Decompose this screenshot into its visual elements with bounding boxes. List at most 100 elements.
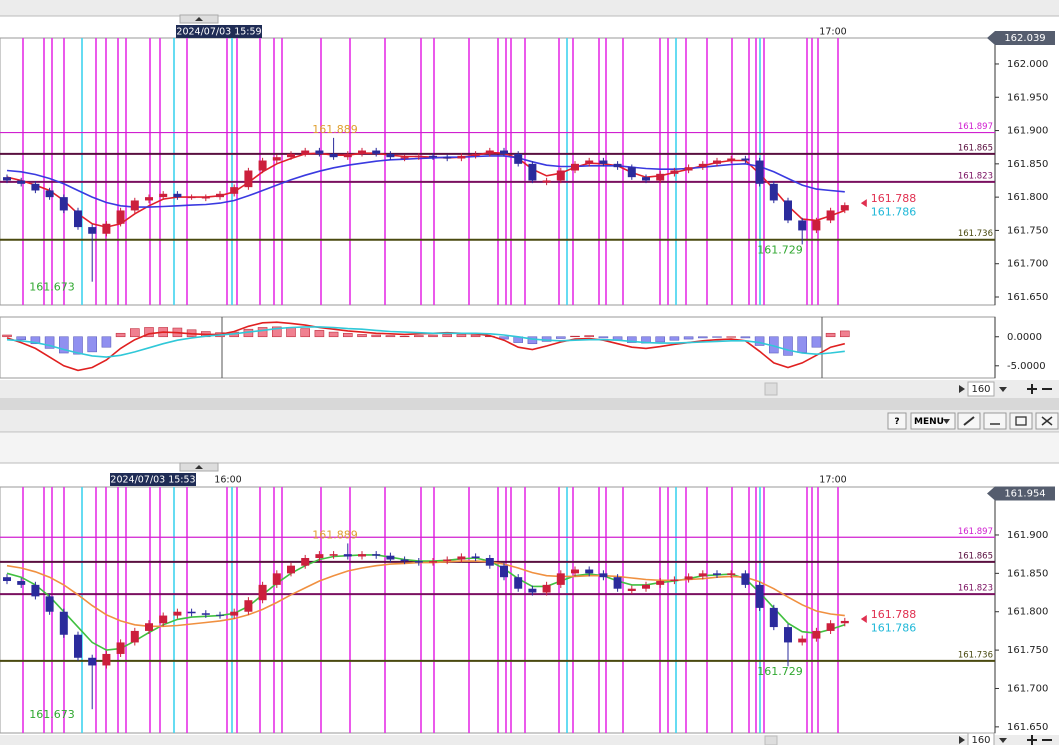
histogram-bar <box>58 336 69 354</box>
time-label: 16:00 <box>214 475 241 486</box>
candle-body <box>372 150 381 154</box>
pane-gap <box>0 398 1059 410</box>
minimize-button[interactable] <box>983 412 1007 430</box>
bottom-strip <box>0 433 1059 463</box>
candle-body <box>613 163 622 168</box>
zoom-in[interactable] <box>1027 384 1037 394</box>
price-level-label: 161.897 <box>958 122 993 132</box>
candle-body <box>31 183 40 191</box>
candle-body <box>45 190 54 198</box>
candle-body <box>769 607 778 628</box>
zoom-dropdown[interactable] <box>999 387 1007 392</box>
histogram-bar <box>811 336 822 348</box>
y-tick-label: 162.000 <box>1007 59 1048 70</box>
candle-body <box>244 600 253 612</box>
price-level-label: 161.823 <box>958 171 993 181</box>
price-badge-label: 161.954 <box>1004 489 1045 500</box>
scroll-thumb[interactable] <box>764 735 778 745</box>
histogram-bar <box>797 336 808 353</box>
candle-body <box>329 153 338 158</box>
candle-body <box>528 588 537 593</box>
y-tick-label: 161.900 <box>1007 530 1048 541</box>
candle-body <box>173 193 182 198</box>
cursor-time: 2024/07/03 15:53 <box>110 475 195 486</box>
y-tick-label: 0.0000 <box>1007 332 1042 343</box>
candle-body <box>471 556 480 558</box>
cursor-time-tag <box>176 25 262 38</box>
candle-body <box>201 197 210 199</box>
zoom-value: 160 <box>971 384 990 395</box>
candle-body <box>784 627 792 643</box>
bid-label: 161.788 <box>871 192 917 205</box>
histogram-bar <box>16 336 27 340</box>
zoom-in[interactable] <box>1027 735 1037 745</box>
candle-body <box>713 160 721 164</box>
candle-body <box>542 180 551 183</box>
zoom-dropdown[interactable] <box>999 738 1007 743</box>
candle-body <box>258 160 267 171</box>
candle-body <box>187 197 196 199</box>
candle-body <box>642 584 650 589</box>
zoom-prev <box>959 385 965 393</box>
bid-marker <box>860 614 867 623</box>
candle-body <box>159 193 168 198</box>
histogram-bar <box>314 330 325 338</box>
candle-body <box>343 554 352 557</box>
scroll-thumb[interactable] <box>764 382 778 396</box>
candle-body <box>556 573 565 585</box>
candle-body <box>840 205 849 211</box>
histogram-bar <box>726 336 737 338</box>
histogram-bar <box>669 336 680 341</box>
candle-body <box>358 150 366 154</box>
menu-button[interactable]: MENU <box>910 412 956 430</box>
candle-body <box>713 573 721 575</box>
histogram-bar <box>328 331 339 338</box>
y-tick-label: 161.900 <box>1007 126 1048 137</box>
candle-body <box>201 613 210 615</box>
close-button[interactable] <box>1035 412 1059 430</box>
histogram-bar <box>783 336 793 356</box>
pin-button[interactable] <box>957 412 981 430</box>
zoom-box <box>967 381 995 397</box>
tab-arrow <box>195 465 203 469</box>
candle-body <box>386 555 395 560</box>
candle-body <box>485 557 494 566</box>
y-tick-label: 161.850 <box>1007 568 1048 579</box>
y-tick-label: -5.0000 <box>1007 361 1046 372</box>
histogram-bar <box>712 336 722 338</box>
price-level-label: 161.897 <box>958 527 993 537</box>
histogram-bar <box>2 334 12 338</box>
zoom-value: 160 <box>971 735 990 745</box>
candle-body <box>457 155 466 159</box>
candle-body <box>542 584 551 593</box>
time-label: 17:00 <box>819 475 846 486</box>
zoom-prev <box>959 736 965 744</box>
help-button[interactable]: ? <box>887 412 907 430</box>
histogram-bar <box>385 335 396 338</box>
histogram-bar <box>442 334 453 338</box>
candle-body <box>17 581 26 585</box>
histogram-bar <box>456 334 467 338</box>
y-tick-label: 161.800 <box>1007 607 1048 618</box>
window-bar <box>0 410 1059 432</box>
candle-body <box>74 210 82 228</box>
price-annotation: 161.889 <box>312 528 358 541</box>
histogram-bar <box>626 336 637 343</box>
histogram-bar <box>839 330 850 338</box>
histogram-bar <box>428 334 438 338</box>
histogram-bar <box>683 336 694 340</box>
y-tick-label: 161.800 <box>1007 192 1048 203</box>
maximize-button[interactable] <box>1009 412 1033 430</box>
candle-body <box>3 177 11 181</box>
candle-body <box>571 569 579 574</box>
candle-body <box>812 630 821 639</box>
candle-body <box>500 565 508 578</box>
histogram-bar <box>371 334 382 338</box>
candle-body <box>272 573 281 585</box>
price-level-label: 161.823 <box>958 584 993 594</box>
candle-body <box>45 596 54 612</box>
scroll-row <box>0 735 1059 745</box>
histogram-bar <box>271 326 282 338</box>
candle-body <box>798 638 807 643</box>
histogram-bar <box>584 335 595 338</box>
